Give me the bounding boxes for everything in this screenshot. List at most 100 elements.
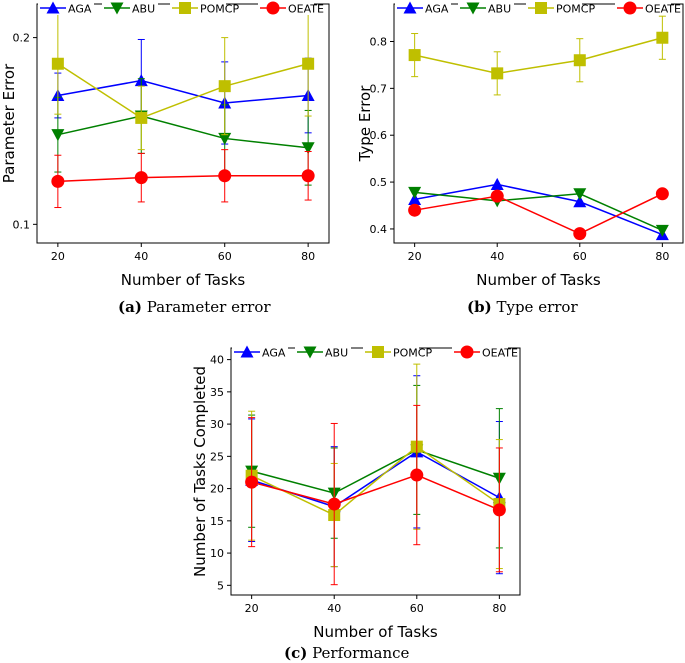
series-line: [57, 79, 309, 104]
legend-label: AGA: [262, 347, 286, 360]
y-tick-label: 0.6: [370, 129, 388, 142]
caption-a: (a) Parameter error: [118, 298, 271, 316]
data-point: [51, 57, 64, 70]
data-point: [573, 54, 586, 67]
caption-b-label: (b): [467, 298, 492, 316]
data-point: [491, 67, 504, 80]
y-tick-label: 10: [210, 547, 224, 560]
x-tick-label: 40: [134, 250, 148, 263]
legend-marker: [466, 2, 480, 15]
x-tick-label: 80: [655, 250, 669, 263]
data-point: [656, 31, 669, 44]
y-tick-label: 0.1: [13, 218, 31, 231]
data-point: [655, 187, 669, 201]
y-tick-label: 20: [210, 483, 224, 496]
y-tick-label: 0.4: [370, 223, 388, 236]
x-tick-label: 60: [573, 250, 587, 263]
data-point: [218, 80, 231, 93]
series-aga: [245, 375, 506, 575]
legend-label: ABU: [325, 347, 348, 360]
legend-label: OEATE: [645, 3, 681, 16]
legend-entry-pomcp: POMCP: [526, 0, 595, 16]
data-point: [410, 468, 424, 482]
data-point: [573, 188, 587, 201]
legend-entry-abu: ABU: [295, 344, 351, 360]
x-tick-label: 20: [51, 250, 65, 263]
legend-entry-abu: ABU: [102, 0, 158, 16]
y-tick-label: 0.2: [13, 32, 31, 45]
caption-a-text: Parameter error: [146, 298, 271, 316]
caption-a-label: (a): [118, 298, 142, 316]
data-point: [301, 169, 315, 183]
chart-a: 20 40 60 80 0.1 0.2 Number of Tasks Parameter E…: [0, 0, 330, 289]
legend-label: AGA: [68, 3, 92, 16]
legend-marker: [460, 345, 474, 359]
series-line: [251, 450, 500, 508]
y-tick-label: 40: [210, 354, 224, 367]
legend-entry-aga: AGA: [395, 0, 451, 16]
series-line: [414, 193, 663, 235]
x-axis-label: Number of Tasks: [121, 271, 246, 289]
series-abu: [51, 78, 315, 186]
data-point: [490, 189, 504, 203]
data-point: [302, 57, 315, 70]
data-point: [51, 174, 65, 188]
legend: AGA ABU POMCP OEATE: [395, 0, 681, 16]
data-point: [218, 132, 232, 145]
caption-c-text: Performance: [312, 644, 410, 662]
series-pomcp: [408, 15, 669, 96]
legend-marker: [303, 346, 317, 359]
data-point: [245, 475, 259, 489]
x-tick-label: 80: [301, 250, 315, 263]
x-axis-label: Number of Tasks: [476, 271, 601, 289]
chart-b: 20 40 60 80 0.4 0.5 0.6 0.7 0.8 Number of Tasks Ty…: [356, 0, 684, 289]
series-line: [251, 474, 500, 511]
data-point: [135, 111, 148, 124]
y-tick-label: 30: [210, 418, 224, 431]
x-tick-label: 20: [245, 602, 259, 615]
data-point: [573, 195, 587, 208]
x-axis-label: Number of Tasks: [313, 623, 438, 641]
series-aga: [51, 38, 315, 145]
data-point: [408, 203, 422, 217]
legend: AGA ABU POMCP OEATE: [232, 344, 518, 360]
series-aga: [408, 177, 669, 241]
series-abu: [408, 186, 669, 237]
data-point: [655, 224, 669, 237]
legend-label: OEATE: [482, 347, 518, 360]
legend-entry-oeate: OEATE: [452, 344, 518, 360]
caption-c: (c) Performance: [284, 644, 409, 662]
legend: AGA ABU POMCP OEATE: [38, 0, 324, 16]
y-axis-label: Parameter Error: [0, 63, 18, 183]
series-oeate: [245, 404, 506, 586]
x-tick-label: 60: [410, 602, 424, 615]
y-axis-label: Number of Tasks Completed: [191, 366, 209, 577]
x-tick-label: 40: [327, 602, 341, 615]
data-point: [408, 49, 421, 62]
legend-marker: [266, 1, 280, 15]
data-point: [301, 142, 315, 155]
series-oeate: [408, 187, 669, 241]
legend-label: POMCP: [556, 3, 595, 16]
data-point: [408, 192, 422, 205]
x-tick-label: 60: [218, 250, 232, 263]
legend-label: OEATE: [288, 3, 324, 16]
legend-entry-aga: AGA: [38, 0, 94, 16]
data-point: [573, 227, 587, 241]
legend-marker: [46, 1, 60, 14]
series-line: [414, 191, 663, 232]
legend-label: AGA: [425, 3, 449, 16]
legend-label: POMCP: [200, 3, 239, 16]
legend-entry-pomcp: POMCP: [170, 0, 239, 16]
legend-marker: [403, 1, 417, 14]
caption-b: (b) Type error: [467, 298, 578, 316]
data-point: [490, 177, 504, 190]
data-point: [51, 129, 65, 142]
series-line: [57, 115, 309, 149]
legend-entry-pomcp: POMCP: [363, 344, 432, 360]
y-tick-label: 0.7: [370, 82, 388, 95]
legend-entry-abu: ABU: [458, 0, 514, 16]
series-line: [57, 175, 309, 183]
data-point: [218, 169, 232, 183]
series-abu: [245, 384, 506, 549]
